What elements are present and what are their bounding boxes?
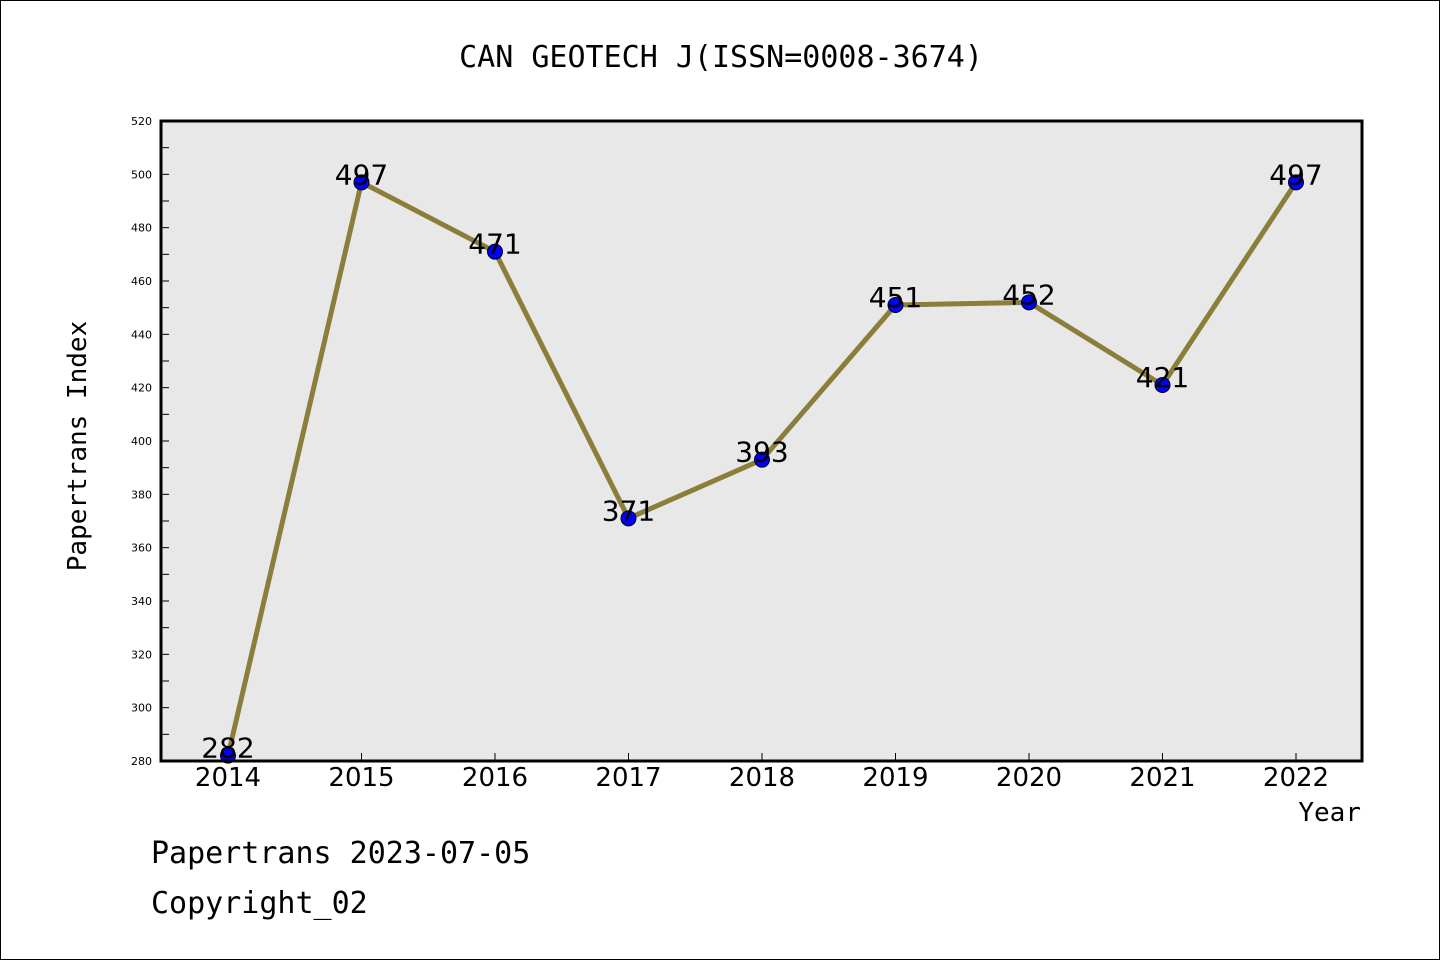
data-label: 497 bbox=[1269, 158, 1322, 191]
x-axis-label: Year bbox=[1298, 798, 1361, 828]
footer-date: Papertrans 2023-07-05 bbox=[151, 836, 531, 871]
footer-copyright: Copyright_02 bbox=[151, 886, 368, 921]
x-tick-label: 2022 bbox=[1263, 763, 1329, 793]
y-tick-label: 420 bbox=[131, 382, 152, 395]
data-label: 371 bbox=[602, 494, 655, 527]
data-label: 393 bbox=[735, 436, 788, 469]
data-point bbox=[220, 747, 236, 764]
data-point bbox=[487, 243, 503, 260]
data-point bbox=[1154, 377, 1171, 393]
y-tick-label: 280 bbox=[131, 755, 152, 768]
y-tick-label: 300 bbox=[131, 702, 152, 715]
y-tick-label: 400 bbox=[131, 435, 152, 448]
y-tick-label: 340 bbox=[131, 595, 152, 608]
y-tick-label: 360 bbox=[131, 542, 152, 555]
x-tick-label: 2014 bbox=[195, 763, 261, 793]
x-tick-label: 2017 bbox=[595, 763, 661, 793]
x-tick-label: 2015 bbox=[328, 763, 394, 793]
x-tick-label: 2016 bbox=[462, 763, 528, 793]
data-point bbox=[353, 174, 370, 191]
data-point bbox=[1288, 174, 1304, 191]
y-tick-label: 380 bbox=[131, 488, 152, 501]
data-label: 282 bbox=[201, 732, 254, 765]
y-axis: 280 300 320 340 360 380 400 420 440 460 480 500 520 bbox=[131, 115, 169, 768]
y-tick-label: 500 bbox=[131, 168, 152, 181]
data-label: 421 bbox=[1136, 361, 1189, 394]
y-tick-label: 520 bbox=[131, 115, 152, 128]
data-label: 451 bbox=[869, 281, 922, 314]
x-tick-label: 2018 bbox=[729, 763, 795, 793]
y-tick-label: 460 bbox=[131, 275, 152, 288]
data-label: 452 bbox=[1002, 278, 1055, 311]
x-tick-label: 2021 bbox=[1129, 763, 1195, 793]
x-tick-label: 2019 bbox=[862, 763, 928, 793]
y-tick-label: 480 bbox=[131, 222, 152, 235]
data-point bbox=[887, 297, 904, 313]
data-point bbox=[620, 510, 637, 527]
data-label: 497 bbox=[335, 158, 388, 191]
y-tick-label: 320 bbox=[131, 648, 152, 661]
data-point bbox=[754, 451, 770, 468]
y-tick-label: 440 bbox=[131, 328, 152, 341]
data-point bbox=[1021, 294, 1037, 311]
plot-area bbox=[161, 121, 1362, 761]
x-tick-label: 2020 bbox=[996, 763, 1062, 793]
series: 282 497 471 371 393 451 452 421 497 bbox=[201, 158, 1322, 764]
x-axis: 2014 2015 2016 2017 2018 2019 2020 2021 2022 bbox=[195, 753, 1329, 793]
y-axis-label: Papertrans Index bbox=[63, 321, 93, 571]
data-label: 471 bbox=[468, 228, 521, 261]
plot-border bbox=[159, 119, 1364, 763]
chart-title: CAN GEOTECH J(ISSN=0008-3674) bbox=[459, 40, 983, 75]
